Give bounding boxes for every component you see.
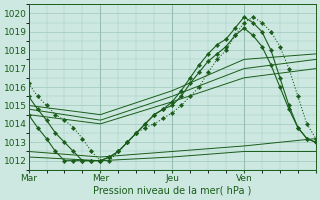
X-axis label: Pression niveau de la mer( hPa ): Pression niveau de la mer( hPa ) bbox=[93, 186, 252, 196]
